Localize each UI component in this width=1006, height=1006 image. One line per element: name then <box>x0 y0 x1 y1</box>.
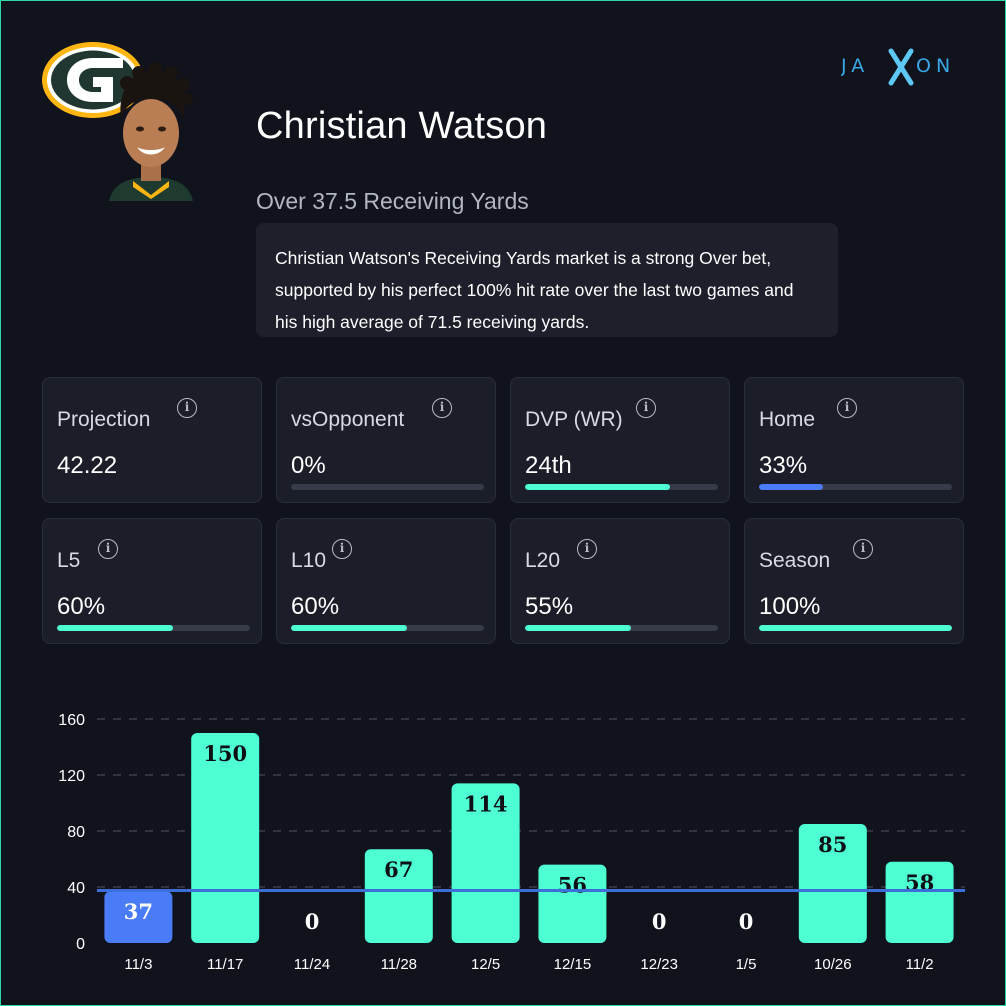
stat-card-l5: L5 i 60% <box>42 518 262 644</box>
player-name: Christian Watson <box>256 105 548 147</box>
bar-value-label: 67 <box>384 857 413 882</box>
info-icon[interactable]: i <box>332 539 352 559</box>
y-tick-label: 0 <box>76 936 85 953</box>
stat-card-projection: Projection i 42.22 <box>42 377 262 503</box>
stat-value: 55% <box>525 593 574 620</box>
stat-progress-fill <box>525 484 670 490</box>
stat-progress-fill <box>759 625 952 631</box>
bar-value-label: 0 <box>652 909 667 934</box>
x-tick-label: 11/28 <box>381 956 417 973</box>
bar <box>885 861 954 943</box>
stat-card-l20: L20 i 55% <box>510 518 730 644</box>
stat-progress-track <box>291 625 484 631</box>
y-tick-label: 80 <box>67 824 85 841</box>
bar-value-label: 0 <box>739 909 754 934</box>
x-tick-label: 1/5 <box>736 956 757 973</box>
x-tick-label: 11/17 <box>207 956 243 973</box>
analysis-summary: Christian Watson's Receiving Yards marke… <box>256 223 838 337</box>
y-tick-label: 40 <box>67 880 85 897</box>
market-line: Over 37.5 Receiving Yards <box>256 188 529 214</box>
x-tick-label: 12/15 <box>554 956 592 973</box>
x-tick-label: 12/23 <box>640 956 678 973</box>
stat-label: L5 <box>57 549 81 572</box>
stat-label: vsOpponent <box>291 408 405 431</box>
stat-value: 24th <box>525 452 572 479</box>
x-tick-label: 10/26 <box>814 956 852 973</box>
stat-label: L10 <box>291 549 327 572</box>
brand-on: ON <box>916 55 955 77</box>
stat-value: 33% <box>759 452 808 479</box>
bar-value-label: 56 <box>558 873 587 898</box>
stat-progress-fill <box>291 625 407 631</box>
info-icon[interactable]: i <box>636 398 656 418</box>
stat-progress-track <box>759 625 952 631</box>
bar <box>104 891 173 943</box>
stat-progress-track <box>525 484 718 490</box>
y-tick-label: 160 <box>58 712 85 729</box>
brand-ja: JA <box>841 55 869 77</box>
stat-value: 0% <box>291 452 326 479</box>
info-icon[interactable]: i <box>577 539 597 559</box>
stat-label: Home <box>759 408 816 431</box>
y-tick-label: 120 <box>58 768 85 785</box>
stat-label: Season <box>759 549 831 572</box>
stat-label: DVP (WR) <box>525 408 623 431</box>
stat-progress-track <box>525 625 718 631</box>
bar-value-label: 0 <box>305 909 320 934</box>
stat-label: Projection <box>57 408 151 431</box>
info-icon[interactable]: i <box>98 539 118 559</box>
bar <box>538 864 607 943</box>
x-tick-label: 12/5 <box>471 956 500 973</box>
info-icon[interactable]: i <box>432 398 452 418</box>
stat-card-dvp-wr: DVP (WR) i 24th <box>510 377 730 503</box>
stat-progress-track <box>57 625 250 631</box>
stat-progress-fill <box>57 625 173 631</box>
stat-value: 60% <box>291 593 340 620</box>
info-icon[interactable]: i <box>837 398 857 418</box>
stat-progress-fill <box>759 484 823 490</box>
stat-value: 100% <box>759 593 821 620</box>
x-tick-label: 11/2 <box>906 956 934 973</box>
stat-card-l10: L10 i 60% <box>276 518 496 644</box>
stat-card-season: Season i 100% <box>744 518 964 644</box>
bar-value-label: 85 <box>818 832 847 857</box>
stat-card-vsopponent: vsOpponent i 0% <box>276 377 496 503</box>
bar <box>364 849 433 943</box>
stat-value: 42.22 <box>57 452 118 479</box>
stat-card-home: Home i 33% <box>744 377 964 503</box>
stat-value: 60% <box>57 593 106 620</box>
stat-progress-track <box>759 484 952 490</box>
bar-value-label: 37 <box>124 899 153 924</box>
info-icon[interactable]: i <box>853 539 873 559</box>
info-icon[interactable]: i <box>177 398 197 418</box>
stat-progress-fill <box>525 625 632 631</box>
player-headshot <box>109 62 193 201</box>
x-tick-label: 11/24 <box>294 956 330 973</box>
game-log-chart: 0 40 80 120 160 37 11/3 150 11/17 0 11/24 67 11/28 11… <box>58 712 965 973</box>
jaxon-logo: JA ON <box>841 48 955 86</box>
x-tick-label: 11/3 <box>124 956 152 973</box>
bar <box>798 824 867 943</box>
stat-label: L20 <box>525 549 561 572</box>
bar-value-label: 150 <box>203 741 247 766</box>
bar <box>451 783 520 943</box>
bar-value-label: 114 <box>464 791 508 816</box>
stat-progress-track <box>291 484 484 490</box>
team-logo <box>42 42 144 118</box>
